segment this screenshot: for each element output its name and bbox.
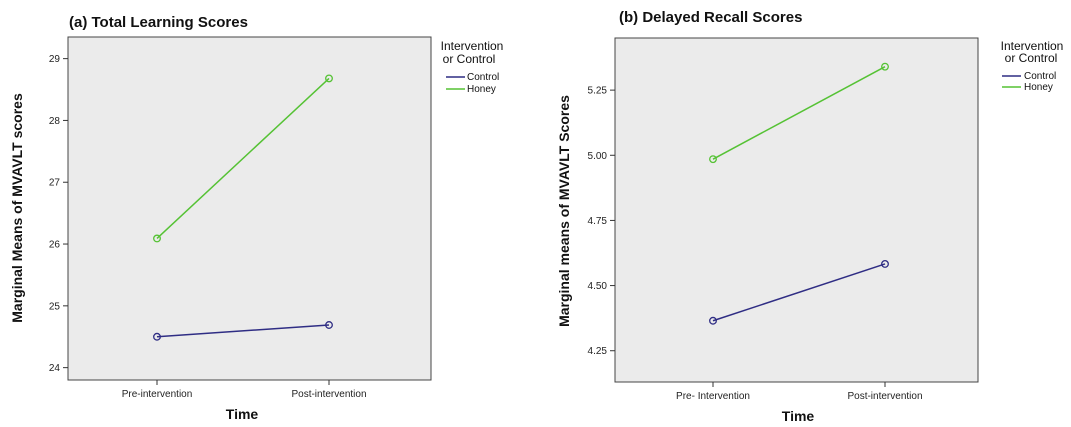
- chart-b-y-axis-title: Marginal means of MVAVLT Scores: [556, 95, 572, 327]
- chart-a-data-point-honey: [153, 234, 161, 243]
- chart-b-x-axis: Pre- Intervention Post-intervention: [676, 382, 923, 402]
- chart-b-series-group: [709, 62, 889, 325]
- chart-a-x-axis: Pre-intervention Post-intervention: [122, 380, 367, 400]
- chart-a-y-axis: 24 25 26 27 28 29: [49, 54, 68, 374]
- chart-b-y-tick-label: 4.50: [588, 281, 608, 292]
- chart-a-data-point-honey: [325, 74, 333, 83]
- chart-b-data-point-control: [709, 316, 717, 325]
- chart-b-y-tick-label: 4.25: [588, 346, 608, 357]
- chart-b-title: (b) Delayed Recall Scores: [619, 9, 802, 26]
- chart-a-legend-title-line1: Intervention: [441, 39, 504, 53]
- chart-b-data-point-control: [881, 259, 889, 268]
- chart-a-y-tick-label: 26: [49, 240, 61, 251]
- chart-a-y-tick-label: 25: [49, 301, 61, 312]
- chart-b-y-tick-label: 5.25: [588, 86, 608, 97]
- chart-a-y-tick-label: 24: [49, 363, 61, 374]
- chart-b-legend-label-honey: Honey: [1024, 82, 1053, 93]
- chart-a-y-tick-label: 27: [49, 178, 61, 189]
- chart-a-data-point-control: [325, 321, 333, 329]
- chart-panel-a: (a) Total Learning Scores 24 25 26 27 28 29 P…: [9, 14, 503, 422]
- chart-panel-b: (b) Delayed Recall Scores 4.25 4.50 4.75 5.…: [556, 9, 1063, 424]
- chart-b-data-point-honey: [881, 62, 889, 71]
- chart-a-series-group: [153, 74, 333, 341]
- chart-b-series-line-honey: [712, 66, 886, 160]
- chart-b-x-axis-title: Time: [782, 408, 815, 424]
- chart-a-y-axis-title: Marginal Means of MVAVLT scores: [9, 93, 25, 323]
- chart-b-legend-label-control: Control: [1024, 71, 1056, 82]
- chart-a-legend: Intervention or Control Control Honey: [441, 39, 504, 95]
- chart-b-plot-area: [614, 37, 979, 383]
- chart-b-y-axis: 4.25 4.50 4.75 5.00 5.25: [588, 86, 615, 357]
- chart-b-series-line-control: [712, 263, 886, 322]
- chart-b-y-tick-label: 5.00: [588, 151, 608, 162]
- chart-b-x-tick-label: Pre- Intervention: [676, 391, 750, 402]
- chart-a-x-axis-title: Time: [226, 406, 259, 422]
- chart-a-y-tick-label: 29: [49, 54, 61, 65]
- chart-b-legend: Intervention or Control Control Honey: [1001, 39, 1064, 93]
- chart-a-data-point-control: [153, 332, 161, 341]
- chart-b-data-point-honey: [709, 155, 717, 164]
- chart-b-x-tick-label: Post-intervention: [847, 391, 922, 402]
- chart-a-y-tick-label: 28: [49, 116, 61, 127]
- chart-a-x-tick-label: Post-intervention: [291, 389, 366, 400]
- chart-a-x-tick-label: Pre-intervention: [122, 389, 193, 400]
- chart-a-series-line-control: [156, 324, 330, 338]
- chart-a-legend-title-line2: or Control: [443, 52, 496, 66]
- chart-a-series-line-honey: [156, 77, 330, 240]
- chart-a-legend-label-honey: Honey: [467, 84, 496, 95]
- chart-a-plot-area: [67, 36, 432, 381]
- chart-a-legend-label-control: Control: [467, 72, 499, 83]
- chart-a-title: (a) Total Learning Scores: [69, 14, 248, 31]
- chart-b-legend-title-line1: Intervention: [1001, 39, 1064, 53]
- chart-b-legend-title-line2: or Control: [1005, 51, 1058, 65]
- chart-b-y-tick-label: 4.75: [588, 216, 608, 227]
